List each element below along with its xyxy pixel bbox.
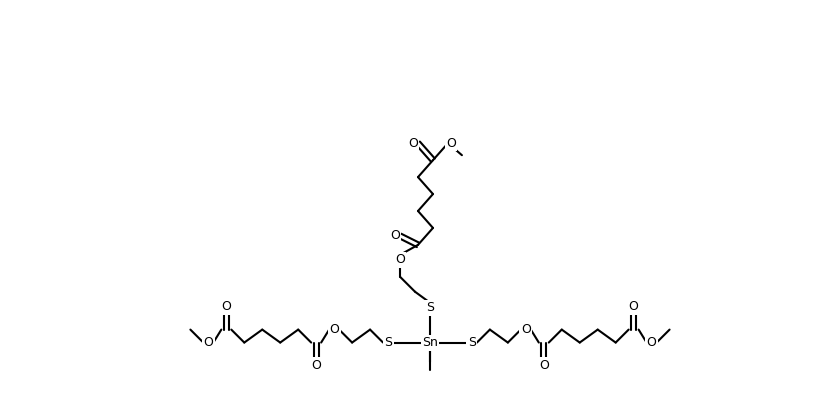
Text: O: O: [204, 336, 214, 349]
Text: O: O: [521, 323, 530, 336]
Text: Sn: Sn: [422, 336, 438, 349]
Text: O: O: [647, 336, 656, 349]
Text: S: S: [468, 336, 476, 349]
Text: O: O: [408, 137, 418, 150]
Text: O: O: [539, 359, 549, 372]
Text: O: O: [329, 323, 339, 336]
Text: O: O: [395, 253, 405, 266]
Text: O: O: [391, 229, 400, 242]
Text: O: O: [628, 300, 639, 313]
Text: O: O: [221, 300, 231, 313]
Text: O: O: [446, 137, 456, 150]
Text: S: S: [426, 301, 434, 314]
Text: S: S: [384, 336, 392, 349]
Text: O: O: [311, 359, 321, 372]
